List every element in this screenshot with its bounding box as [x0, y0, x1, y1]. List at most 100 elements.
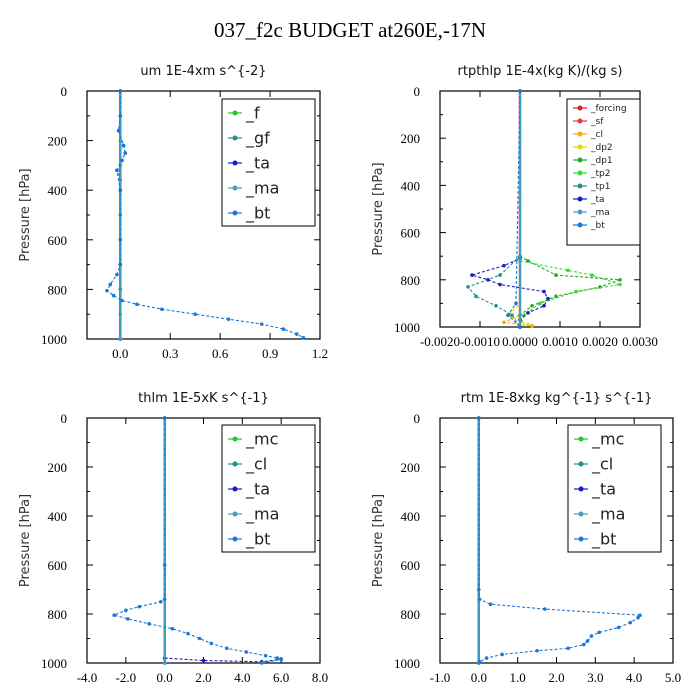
- legend-label: _tp1: [590, 182, 610, 192]
- data-point: [488, 602, 493, 606]
- legend-label: _ma: [591, 505, 625, 525]
- data-point: [498, 282, 502, 287]
- panel-title: thlm 1E-5xK s^{-1}: [138, 391, 269, 406]
- data-point: [636, 615, 640, 620]
- legend-marker: [577, 105, 583, 111]
- y-axis-label: Pressure [hPa]: [371, 494, 386, 587]
- legend-label: _ma: [590, 208, 610, 218]
- legend-marker: [232, 210, 238, 216]
- series-line-tp1: [467, 91, 521, 328]
- data-point: [543, 607, 547, 611]
- x-tick-label: 5.0: [665, 670, 681, 685]
- data-point: [118, 114, 123, 118]
- panel-title: rtm 1E-8xkg kg^{-1} s^{-1}: [461, 391, 653, 406]
- legend-label: _ma: [245, 179, 279, 199]
- y-tick-label: 800: [48, 607, 68, 622]
- data-point: [628, 620, 633, 625]
- x-tick-label: 3.0: [587, 670, 603, 685]
- y-tick-label: 0: [414, 84, 421, 99]
- legend-marker: [578, 511, 584, 517]
- legend-marker: [577, 144, 583, 150]
- legend-label: _bt: [245, 204, 270, 224]
- x-tick-label: 0.0: [157, 670, 173, 685]
- data-point: [118, 188, 123, 192]
- data-point: [118, 337, 123, 341]
- legend-marker: [232, 436, 238, 442]
- legend-marker: [577, 131, 583, 137]
- data-point: [530, 303, 534, 308]
- legend-label: _ta: [590, 195, 605, 205]
- data-point: [162, 661, 167, 665]
- y-tick-label: 400: [48, 509, 68, 524]
- x-tick-label: 0.0000: [502, 334, 538, 349]
- data-point: [566, 268, 570, 273]
- legend-marker: [232, 185, 238, 191]
- x-tick-label: 6.0: [273, 670, 289, 685]
- legend-marker: [232, 536, 238, 542]
- data-point: [158, 599, 163, 604]
- legend-label: _cl: [591, 455, 613, 475]
- legend-label: _dp2: [590, 143, 613, 153]
- x-tick-label: 0.6: [212, 346, 229, 361]
- data-point: [554, 294, 558, 299]
- data-point: [118, 89, 123, 93]
- legend: _mc _cl _ta _ma _bt: [567, 424, 662, 553]
- y-tick-label: 1000: [394, 656, 420, 671]
- legend: _forcing _sf _cl _dp2 _dp1 _tp2 _tp1 _ta _ma _bt: [566, 98, 641, 246]
- legend-marker: [578, 436, 584, 442]
- data-point: [542, 289, 546, 294]
- y-axis-label: Pressure [hPa]: [18, 494, 33, 587]
- legend-marker: [578, 536, 584, 542]
- data-point: [118, 238, 123, 242]
- y-tick-label: 800: [401, 273, 421, 288]
- data-point: [108, 282, 113, 287]
- page-title: 037_f2c BUDGET at260E,-17N: [214, 18, 486, 42]
- x-tick-label: -4.0: [77, 670, 98, 685]
- y-tick-label: 0: [61, 84, 68, 99]
- data-point: [170, 626, 175, 631]
- legend-label: _cl: [590, 130, 603, 140]
- data-point: [197, 636, 202, 641]
- data-point: [112, 613, 116, 618]
- series-line-ta: [470, 91, 549, 327]
- data-point: [118, 262, 123, 267]
- data-point: [510, 313, 514, 318]
- y-tick-label: 200: [401, 460, 421, 475]
- legend-marker: [232, 511, 238, 517]
- y-tick-label: 600: [48, 233, 68, 248]
- data-point: [618, 278, 622, 282]
- legend-label: _ta: [245, 154, 270, 174]
- data-point: [259, 661, 264, 665]
- chart-panel-2: rtpthlp 1E-4x(kg K)/(kg s) Pressure [hPa]…: [371, 64, 658, 349]
- data-point: [546, 296, 550, 301]
- legend-marker: [232, 486, 238, 492]
- series-line-bt: [507, 90, 521, 328]
- y-tick-label: 1000: [394, 320, 420, 335]
- data-point: [124, 608, 128, 613]
- data-point: [115, 272, 119, 277]
- legend-label: _ta: [591, 480, 616, 500]
- legend-marker: [577, 183, 583, 189]
- data-point: [538, 301, 542, 306]
- data-point: [484, 656, 489, 660]
- data-point: [574, 289, 578, 294]
- chart-panel-1: um 1E-4xm s^{-2} Pressure [hPa] 0 200 400 600…: [18, 64, 328, 361]
- data-point: [147, 622, 151, 626]
- legend-label: _gf: [245, 129, 270, 149]
- data-point: [162, 563, 167, 567]
- data-point: [530, 324, 534, 328]
- panel-title: um 1E-4xm s^{-2}: [140, 64, 266, 79]
- data-point: [518, 89, 522, 93]
- data-point: [477, 597, 482, 602]
- data-point: [466, 285, 470, 289]
- x-tick-label: 1.2: [312, 346, 328, 361]
- legend-marker: [578, 486, 584, 492]
- x-tick-label: 0.3: [162, 346, 178, 361]
- y-tick-label: 400: [401, 509, 421, 524]
- x-tick-label: -1.0: [430, 670, 451, 685]
- data-point: [105, 288, 109, 293]
- legend-marker: [577, 118, 583, 124]
- data-point: [125, 617, 130, 621]
- legend-marker: [577, 196, 583, 202]
- data-point: [279, 657, 283, 662]
